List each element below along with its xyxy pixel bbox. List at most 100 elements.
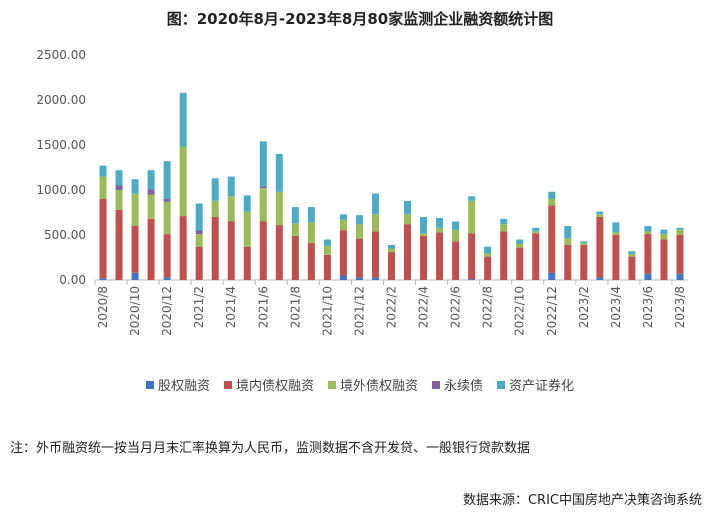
bar-segment [147,218,155,280]
bar-segment [211,217,219,280]
bar-segment [99,165,107,177]
bar-segment [291,223,299,236]
legend-swatch [497,380,506,389]
legend-swatch [327,380,336,389]
bar-segment [516,244,524,248]
x-tick-label: 2020/12 [160,286,174,336]
legend-item: 境外债权融资 [327,375,418,394]
bar-segment [371,231,379,278]
bar-segment [339,214,347,220]
bar-segment [484,253,492,257]
bar-segment [420,233,428,236]
bar-segment [644,273,652,280]
bar-segment [468,279,476,280]
bar-segment [195,246,203,280]
chart-title: 图：2020年8月-2023年8月80家监测企业融资额统计图 [166,10,554,28]
bar-segment [516,247,524,280]
legend-item: 境内债权融资 [223,375,314,394]
bar-segment [195,203,203,231]
bar-segment [99,176,107,199]
x-tick-label: 2023/2 [577,286,591,328]
bar-segment [163,199,171,202]
bar-segment [612,235,620,280]
bar-segment [115,170,123,186]
bar-segment [484,246,492,253]
legend-swatch [145,380,154,389]
legend-item: 资产证券化 [497,375,574,394]
bar-segment [484,256,492,280]
bar-segment [323,245,331,255]
bar-segment [371,193,379,215]
bar-segment [275,225,283,280]
legend-item: 永续债 [432,375,483,394]
bar-segment [259,221,267,280]
bar-segment [660,229,668,235]
bar-segment [628,256,636,280]
bar-segment [452,241,460,280]
x-tick-label: 2021/6 [256,286,270,328]
bar-segment [452,229,460,242]
bar-segment [644,226,652,232]
x-tick-label: 2021/10 [320,286,334,336]
legend-label: 永续债 [444,379,484,394]
bar-segment [259,188,267,222]
x-tick-label: 2023/4 [609,286,623,328]
legend: 股权融资 境内债权融资 境外债权融资 永续债 资产证券化 [0,375,720,394]
x-tick-label: 2022/6 [449,286,463,328]
bar-segment [115,190,123,210]
legend-swatch [432,380,440,389]
bar-segment [564,238,572,245]
bar-segment [532,227,540,232]
y-tick-label: 2000.00 [36,93,86,107]
bar-segment [532,233,540,280]
bar-segment [628,253,636,257]
bar-segment [275,191,283,226]
bar-segment [211,200,219,217]
bar-segment [404,200,412,215]
bar-segment [612,222,620,233]
source-text: 数据来源：CRIC中国房地产决策咨询系统 [462,493,702,508]
legend-label: 境外债权融资 [339,379,418,394]
x-tick-label: 2020/10 [128,286,142,336]
bar-segment [388,252,395,280]
bar-segment [307,243,315,280]
bar-segment [163,161,171,199]
bar-segment [195,234,203,247]
bar-segment [243,195,251,212]
bar-segment [307,222,315,244]
bar-segment [243,246,251,280]
bar-segment [211,178,219,201]
x-tick-label: 2022/10 [513,286,527,336]
bar-segment [227,176,235,197]
bar-segment [131,193,139,226]
bar-segment [227,196,235,222]
bar-segment [644,231,652,235]
bar-segment [388,248,395,253]
x-tick-label: 2021/8 [288,286,302,328]
bar-segment [404,214,412,225]
bar-segment [676,273,684,280]
bar-segment [388,244,395,249]
bar-segment [596,211,604,215]
x-tick-label: 2022/8 [481,286,495,328]
bar-segment [660,239,668,280]
legend-label: 股权融资 [157,379,210,394]
y-tick-label: 1000.00 [36,183,86,197]
bar-segment [179,216,187,280]
bar-segment [404,224,412,280]
bar-segment [355,215,363,225]
bar-segment [500,218,508,225]
bar-segment [580,244,588,280]
bar-segment [259,186,267,189]
bar-segment [99,199,107,279]
bar-segment [676,227,684,230]
bar-segment [131,226,139,273]
bar-segment [580,241,588,244]
bar-segment [323,239,331,246]
bar-segment [147,189,155,195]
x-tick-label: 2021/2 [192,286,206,328]
bar-segment [516,239,524,244]
bar-segment [468,200,476,234]
bar-segment [355,224,363,239]
x-tick-label: 2022/4 [417,286,431,328]
